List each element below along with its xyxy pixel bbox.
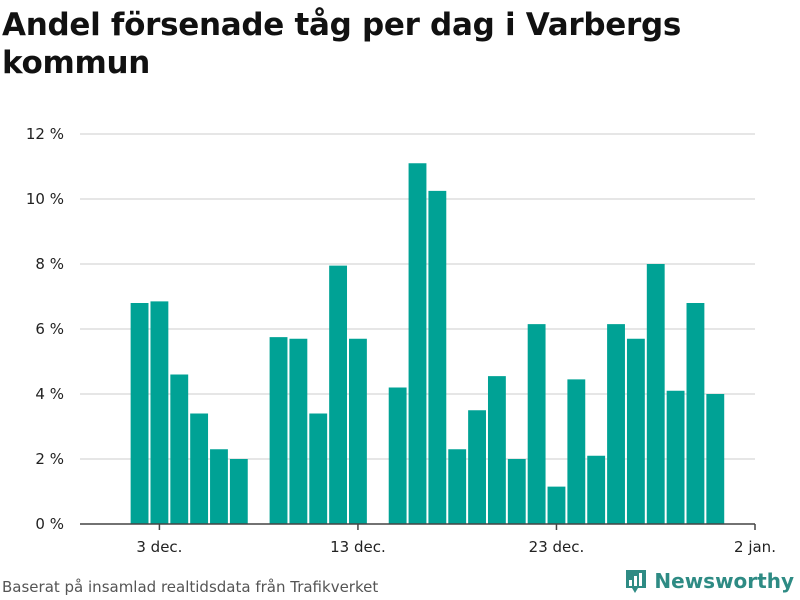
bar[interactable] <box>388 387 407 525</box>
bar[interactable] <box>269 337 288 524</box>
bar[interactable] <box>349 338 367 524</box>
bar[interactable] <box>646 264 665 524</box>
y-tick-label: 8 % <box>35 255 64 273</box>
bar[interactable] <box>309 413 328 525</box>
bar[interactable] <box>706 394 725 524</box>
bar[interactable] <box>289 338 308 524</box>
y-axis-tick-labels: 0 % 2 % 4 % 6 % 8 % 10 % 12 % <box>26 125 64 533</box>
x-tick-label: 23 dec. <box>529 538 585 556</box>
source-note: Baserat på insamlad realtidsdata från Tr… <box>2 578 379 596</box>
bar[interactable] <box>329 265 348 524</box>
bar[interactable] <box>527 324 546 524</box>
bar[interactable] <box>229 459 248 524</box>
bar[interactable] <box>190 413 209 525</box>
bar[interactable] <box>408 163 427 524</box>
x-axis: 3 dec. 13 dec. 23 dec. 2 jan. <box>80 523 776 556</box>
bar[interactable] <box>170 374 189 525</box>
bar[interactable] <box>448 449 467 524</box>
y-tick-label: 2 % <box>35 450 64 468</box>
bar[interactable] <box>626 338 645 524</box>
bar[interactable] <box>130 303 149 524</box>
bar[interactable] <box>507 459 526 524</box>
y-tick-label: 0 % <box>35 515 64 533</box>
bar[interactable] <box>210 449 228 524</box>
x-tick-label: 2 jan. <box>734 538 776 556</box>
bar[interactable] <box>567 379 586 524</box>
newsworthy-brand[interactable]: Newsworthy <box>624 568 794 594</box>
bar[interactable] <box>607 324 625 524</box>
bar[interactable] <box>487 376 506 524</box>
brand-name: Newsworthy <box>654 569 794 593</box>
y-tick-label: 10 % <box>26 190 64 208</box>
bar[interactable] <box>587 455 606 524</box>
newsworthy-logo-icon <box>626 570 647 593</box>
y-tick-label: 4 % <box>35 385 64 403</box>
bar[interactable] <box>468 410 486 524</box>
y-tick-label: 6 % <box>35 320 64 338</box>
bar[interactable] <box>666 390 685 524</box>
chart-title: Andel försenade tåg per dag i Varbergs k… <box>2 7 682 81</box>
y-tick-label: 12 % <box>26 125 64 143</box>
x-tick-label: 3 dec. <box>136 538 182 556</box>
bar[interactable] <box>547 486 566 524</box>
x-tick-label: 13 dec. <box>330 538 386 556</box>
bar[interactable] <box>428 190 447 524</box>
bar[interactable] <box>686 303 705 524</box>
bars <box>130 163 725 525</box>
bar[interactable] <box>150 301 169 524</box>
